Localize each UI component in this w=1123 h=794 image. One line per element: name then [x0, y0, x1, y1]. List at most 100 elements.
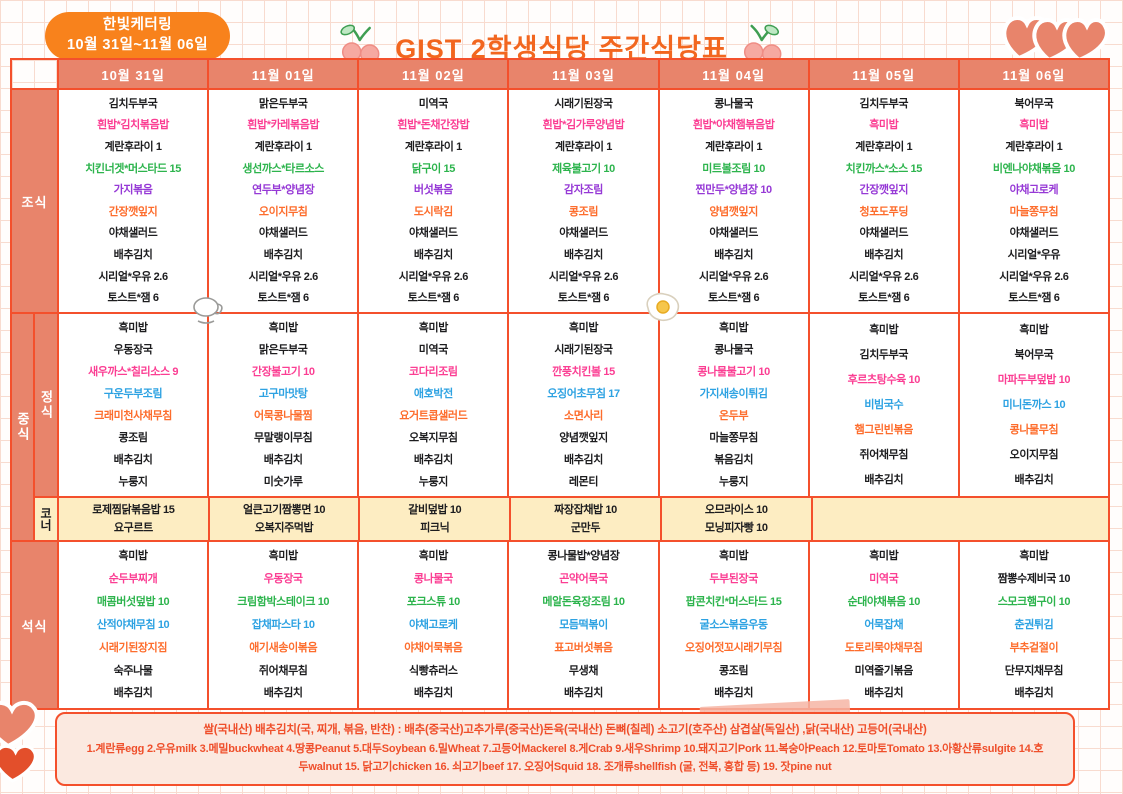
- menu-item: 흑미밥: [118, 550, 148, 563]
- menu-item: 토스트*잼 6: [107, 292, 160, 305]
- menu-item: 미역국: [869, 573, 899, 586]
- menu-item: 흑미밥: [118, 321, 148, 334]
- menu-item: 계란후라이 1: [404, 140, 462, 153]
- menu-item: 시리얼*우유 2.6: [999, 270, 1069, 283]
- menu-item: 야채샐러드: [108, 227, 158, 240]
- menu-item: 애기새송이볶음: [249, 641, 318, 654]
- menu-item: 계란후라이 1: [855, 140, 913, 153]
- menu-item: 무말랭이무침: [254, 431, 313, 444]
- dinner-row: 석식 흑미밥 순두부찌개 매콤버섯덮밥 10 산적야채무침 10 시래기된장지짐 숙주나물…: [12, 542, 1108, 708]
- menu-item: 치킨까스*소스 15: [845, 162, 923, 175]
- menu-item: 식빵츄러스: [409, 664, 458, 677]
- menu-cell-lunch-day1: 흑미밥 우동장국 새우까스*칠리소스 9 구운두부조림 크래미천사채무침 콩조림 배추김치 누…: [59, 314, 208, 496]
- menu-item: 크림함박스테이크 10: [237, 596, 330, 609]
- menu-item: 흑미밥: [1019, 323, 1049, 336]
- lunch-main-label: 정식: [35, 314, 57, 496]
- menu-item: 콩조림: [719, 664, 749, 677]
- menu-item: 흑미밥: [268, 321, 299, 334]
- menu-item: 양념깻잎지: [709, 205, 758, 218]
- menu-item: 흑미밥: [1019, 119, 1049, 132]
- menu-item: 매콤버섯덮밥 10: [96, 596, 170, 609]
- menu-item: 배추김치: [263, 248, 303, 261]
- menu-item: 흑미밥: [568, 321, 599, 334]
- menu-item: 계란후라이 1: [104, 140, 162, 153]
- menu-item: 도토리묵야채무침: [844, 641, 923, 654]
- menu-item: 오징어초무침 17: [547, 387, 620, 400]
- menu-item: 맑은두부국: [258, 97, 308, 110]
- menu-cell-lunch-day7: 흑미밥 북어무국 마파두부덮밥 10 미니돈까스 10 콩나물무침 오이지무침 배추김치: [959, 314, 1108, 496]
- menu-item: 군만두: [570, 521, 601, 534]
- menu-item: 흑미밥: [268, 550, 299, 563]
- menu-cell-lunch-day4: 흑미밥 시래기된장국 깐풍치킨볼 15 오징어초무침 17 소면사리 양념깻잎지 배추김치 레…: [509, 314, 658, 496]
- menu-item: 배추김치: [413, 687, 453, 700]
- menu-item: 흑미밥: [869, 550, 899, 563]
- menu-item: 흰밥*김가루양념밥: [542, 119, 625, 132]
- menu-item: 시래기된장지짐: [99, 641, 168, 654]
- menu-item: 잡채파스타 10: [251, 618, 315, 631]
- menu-cell-breakfast-day4: 시래기된장국 흰밥*김가루양념밥 계란후라이 1 제육불고기 10 감자조림 콩조림 야채샐…: [509, 90, 658, 312]
- menu-cell-dinner-day4: 콩나물밥*양념장 곤약어묵국 메알돈육장조림 10 모듬떡볶이 표고버섯볶음 무생채 배추김…: [509, 542, 658, 708]
- menu-item: 비빔국수: [864, 398, 904, 411]
- menu-item: 배추김치: [864, 474, 904, 487]
- menu-item: 야채샐러드: [258, 227, 308, 240]
- menu-item: 배추김치: [413, 248, 453, 261]
- menu-item: 오복지주먹밥: [254, 521, 314, 534]
- menu-item: 오징어젓꼬시래기무침: [685, 641, 783, 654]
- menu-item: 굴소스볶음우동: [699, 618, 768, 631]
- menu-item: 콩나물국: [413, 573, 453, 586]
- teacup-doodle-icon: [193, 297, 223, 324]
- menu-item: 새우까스*칠리소스 9: [88, 365, 179, 378]
- menu-item: 짬뽕수제비국 10: [997, 573, 1071, 586]
- menu-item: 흑미밥: [719, 550, 749, 563]
- lunch-block: 중식 정식 흑미밥 우동장국 새우까스*칠리소스 9 구운두부조림 크래미천사채무침 콩조…: [12, 314, 1109, 540]
- menu-item: 순대야채볶음 10: [847, 596, 921, 609]
- menu-item: 콩조림: [568, 205, 599, 218]
- menu-item: 쥐어채무침: [859, 449, 909, 462]
- catering-name: 한빛케터링: [102, 17, 173, 34]
- lunch-label: 중식: [12, 314, 33, 540]
- menu-cell-breakfast-day3: 미역국 흰밥*돈채간장밥 계란후라이 1 닭구이 15 버섯볶음 도시락김 야채샐러드 배추김…: [359, 90, 508, 312]
- menu-item: 얼큰고기짬뽕면 10: [243, 503, 326, 516]
- menu-item: 토스트*잼 6: [858, 292, 910, 305]
- menu-item: 생선까스*타르소스: [242, 162, 325, 175]
- menu-item: 누룽지: [418, 475, 449, 488]
- menu-item: 소면사리: [564, 409, 603, 422]
- menu-item: 버섯볶음: [413, 184, 453, 197]
- menu-item: 배추김치: [263, 453, 303, 466]
- day-header: 10월 31일: [59, 60, 208, 88]
- menu-item: 마늘쫑무침: [709, 431, 758, 444]
- menu-item: 로제찜닭볶음밥 15: [92, 503, 175, 516]
- menu-item: 야채어묵볶음: [404, 641, 463, 654]
- menu-item: 김치두부국: [859, 97, 909, 110]
- menu-item: 배추김치: [113, 248, 153, 261]
- menu-item: 코다리조림: [409, 365, 458, 378]
- menu-item: 흑미밥: [418, 321, 449, 334]
- menu-item: 모닝피자빵 10: [704, 521, 768, 534]
- menu-cell-corner-day3: 갈비덮밥 10 피크닉: [360, 498, 510, 540]
- menu-item: 간장깻잎지: [859, 184, 909, 197]
- menu-item: 흑미밥: [719, 321, 749, 334]
- menu-item: 곤약어묵국: [559, 573, 608, 586]
- menu-item: 김치두부국: [859, 348, 909, 361]
- lunch-main-row: 정식 흑미밥 우동장국 새우까스*칠리소스 9 구운두부조림 크래미천사채무침 콩조림 배추…: [35, 314, 1108, 496]
- menu-item: 후르츠탕수육 10: [847, 373, 921, 386]
- menu-item: 청포도푸딩: [859, 205, 909, 218]
- menu-cell-corner-day4: 짜장잡채밥 10 군만두: [511, 498, 660, 540]
- menu-item: 배추김치: [113, 453, 153, 466]
- menu-item: 두부된장국: [709, 573, 758, 586]
- menu-item: 흰밥*돈채간장밥: [397, 119, 470, 132]
- menu-item: 토스트*잼 6: [557, 292, 610, 305]
- menu-item: 배추김치: [413, 453, 453, 466]
- menu-item: 연두부*양념장: [252, 184, 315, 197]
- menu-item: 요구르트: [113, 521, 153, 534]
- menu-item: 도시락김: [413, 205, 453, 218]
- menu-item: 가지볶음: [113, 184, 153, 197]
- menu-item: 포크스튜 10: [406, 596, 460, 609]
- menu-item: 흑미밥: [1019, 550, 1049, 563]
- menu-item: 토스트*잼 6: [407, 292, 460, 305]
- menu-cell-dinner-day5: 흑미밥 두부된장국 팝콘치킨*머스타드 15 굴소스볶음우동 오징어젓꼬시래기무침 콩조림…: [659, 542, 808, 708]
- fried-egg-doodle-icon: [646, 292, 680, 321]
- menu-item: 햄그린빈볶음: [854, 424, 914, 437]
- menu-item: 부추겉절이: [1009, 641, 1059, 654]
- menu-item: 갈비덮밥 10: [408, 503, 462, 516]
